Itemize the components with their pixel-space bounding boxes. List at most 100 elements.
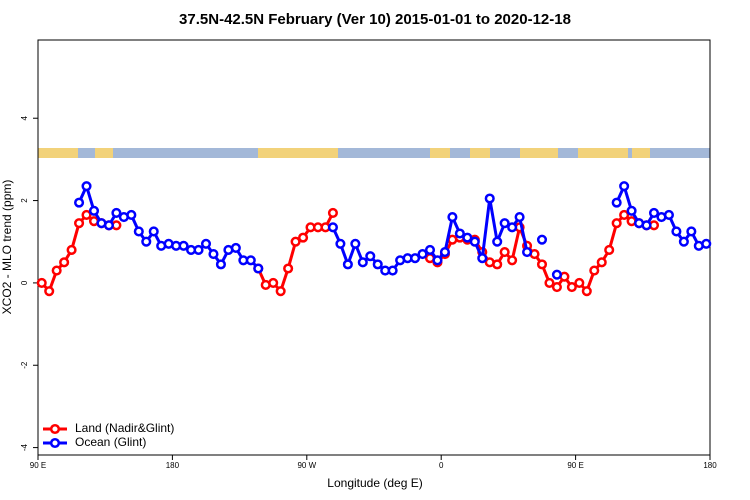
data-point xyxy=(245,255,256,266)
data-point xyxy=(671,226,682,237)
x-tick-label: 0 xyxy=(439,461,444,470)
data-point xyxy=(499,218,510,229)
data-point xyxy=(596,257,607,268)
x-tick-label: 180 xyxy=(703,461,717,470)
data-point xyxy=(59,257,70,268)
data-point xyxy=(536,259,548,270)
x-tick-label: 180 xyxy=(166,461,180,470)
x-tick-label: 90 E xyxy=(30,461,46,470)
data-point xyxy=(536,234,548,245)
data-point xyxy=(551,269,562,280)
legend-label: Ocean (Glint) xyxy=(75,435,146,449)
data-point xyxy=(200,238,212,249)
data-point xyxy=(611,218,622,229)
data-point xyxy=(499,246,510,258)
data-point xyxy=(611,197,622,208)
x-tick-label: 90 W xyxy=(297,461,316,470)
data-point xyxy=(589,265,600,276)
data-point xyxy=(74,197,85,208)
data-point xyxy=(439,246,450,258)
data-point xyxy=(275,286,286,297)
legend-label: Land (Nadir&Glint) xyxy=(75,421,174,435)
data-point xyxy=(51,265,62,276)
data-point xyxy=(327,222,338,233)
data-point xyxy=(290,236,301,247)
y-axis-label: XCO2 - MLO trend (ppm) xyxy=(0,180,14,315)
y-tick-label: 2 xyxy=(20,198,29,203)
data-point xyxy=(193,244,204,256)
x-tick-label: 90 E xyxy=(567,461,583,470)
data-point xyxy=(514,211,525,223)
y-tick-label: -2 xyxy=(20,361,29,369)
data-point xyxy=(566,281,577,293)
data-point xyxy=(253,263,264,274)
data-point xyxy=(268,277,279,288)
data-point xyxy=(619,181,630,192)
data-point xyxy=(103,220,114,231)
data-point xyxy=(208,249,219,260)
data-point xyxy=(522,246,533,258)
data-point xyxy=(283,263,294,274)
data-point xyxy=(544,277,555,288)
data-point xyxy=(551,281,562,293)
data-point xyxy=(126,209,137,221)
data-point xyxy=(335,238,346,249)
data-point xyxy=(417,249,428,260)
data-point xyxy=(432,255,443,266)
data-point xyxy=(178,240,189,251)
data-point xyxy=(477,253,488,264)
data-point xyxy=(701,238,712,249)
data-point xyxy=(447,211,458,223)
data-point xyxy=(111,207,122,218)
data-point xyxy=(81,209,92,221)
data-point xyxy=(454,228,465,239)
data-point xyxy=(342,259,353,270)
x-axis-label: Longitude (deg E) xyxy=(327,476,422,490)
data-point xyxy=(74,218,85,229)
data-point xyxy=(133,226,144,237)
data-point xyxy=(298,232,309,243)
data-point xyxy=(327,207,338,218)
data-point xyxy=(678,236,689,247)
data-point xyxy=(626,205,637,216)
data-point xyxy=(387,265,398,276)
data-point xyxy=(648,207,660,218)
y-tick-label: -4 xyxy=(20,443,29,451)
data-point xyxy=(81,181,92,192)
data-point xyxy=(492,236,503,247)
data-point xyxy=(141,236,152,247)
y-tick-label: 4 xyxy=(20,115,29,120)
data-point xyxy=(372,259,383,270)
chart-title: 37.5N-42.5N February (Ver 10) 2015-01-01… xyxy=(179,11,571,28)
data-point xyxy=(581,286,592,297)
data-point xyxy=(462,232,473,243)
data-point xyxy=(36,277,47,288)
data-point xyxy=(424,244,436,256)
data-point xyxy=(507,255,518,266)
data-point xyxy=(604,244,615,256)
data-point xyxy=(88,205,100,216)
data-point xyxy=(357,257,368,268)
data-point xyxy=(663,209,674,221)
data-point xyxy=(350,238,361,249)
data-point xyxy=(641,220,652,231)
land-ocean-strip xyxy=(38,148,710,158)
data-point xyxy=(574,277,585,288)
data-point xyxy=(469,236,480,247)
data-point xyxy=(410,253,421,264)
legend-marker xyxy=(49,423,61,435)
data-point xyxy=(215,259,226,270)
y-tick-label: 0 xyxy=(20,280,29,285)
data-point xyxy=(365,251,376,262)
data-point xyxy=(44,286,55,297)
data-point xyxy=(66,244,77,256)
data-point xyxy=(148,226,159,237)
data-point xyxy=(230,242,241,253)
data-point xyxy=(686,226,697,237)
data-point xyxy=(484,193,495,204)
data-point xyxy=(507,222,518,233)
data-point xyxy=(619,209,630,221)
legend-marker xyxy=(49,437,61,449)
plot-frame xyxy=(37,39,711,456)
